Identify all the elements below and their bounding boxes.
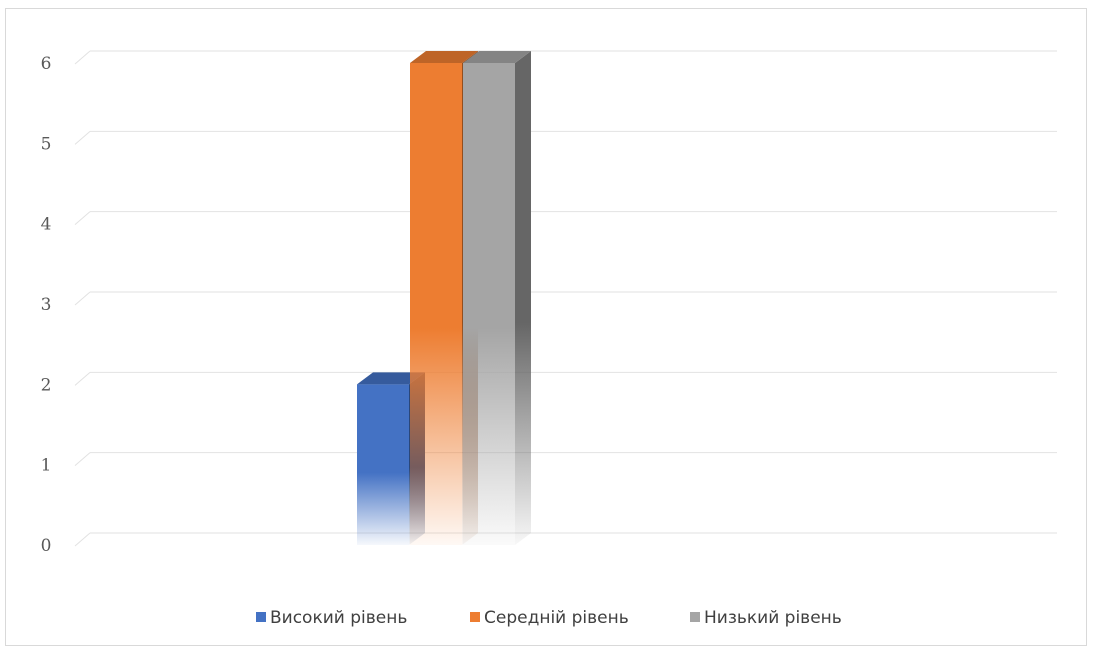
gridline-diagonal (74, 291, 91, 306)
bar-3 (463, 51, 531, 545)
y-tick-label: 4 (41, 215, 52, 235)
gridline-diagonal (74, 50, 91, 65)
y-axis: 0 1 2 3 4 5 6 (41, 54, 52, 556)
legend-swatch (256, 612, 266, 622)
y-tick-label: 0 (41, 536, 52, 556)
bar-front (463, 63, 515, 545)
gridline-diagonal (74, 532, 91, 547)
legend-label: Високий рівень (270, 608, 407, 628)
y-tick-label: 6 (41, 54, 52, 74)
legend: Високий рівень Середній рівень Низький рів… (256, 608, 842, 628)
legend-swatch (470, 612, 480, 622)
bar-side (515, 51, 531, 545)
chart-frame (5, 8, 1087, 646)
gridline-diagonal (74, 371, 91, 386)
legend-swatch (690, 612, 700, 622)
legend-item: Середній рівень (470, 608, 629, 628)
gridline-diagonal (74, 452, 91, 467)
bar-front (357, 384, 409, 545)
y-tick-label: 1 (41, 456, 52, 476)
y-tick-label: 3 (41, 295, 52, 315)
bar-top (410, 51, 478, 63)
gridline-diagonal (74, 211, 91, 226)
gridlines (74, 50, 1057, 547)
bar-top (463, 51, 531, 63)
gridline-diagonal (74, 130, 91, 145)
bar-front (410, 63, 462, 545)
y-tick-label: 2 (41, 375, 52, 395)
y-tick-label: 5 (41, 134, 52, 154)
legend-item: Низький рівень (690, 608, 842, 628)
legend-item: Високий рівень (256, 608, 407, 628)
legend-label: Низький рівень (704, 608, 842, 628)
bars (357, 51, 531, 545)
bar-top (357, 372, 425, 385)
legend-label: Середній рівень (484, 608, 629, 628)
